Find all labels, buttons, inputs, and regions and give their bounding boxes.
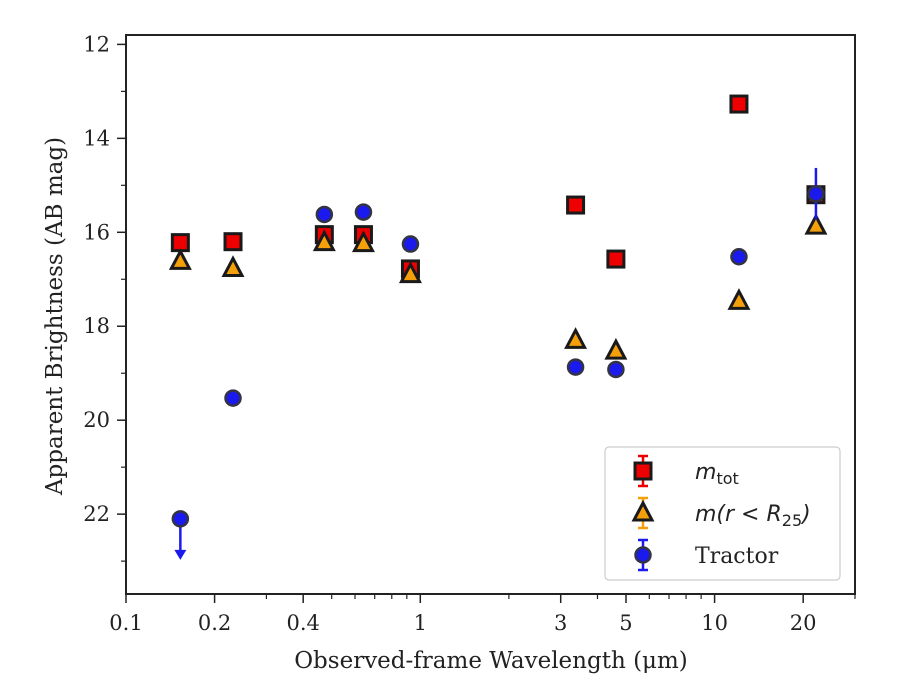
legend: mtot m(r < R25) Tractor: [604, 446, 841, 581]
y-tick-label: 20: [83, 408, 110, 432]
y-tick-label: 14: [83, 126, 110, 150]
plot-frame: [125, 34, 856, 595]
data-point-triangle: [604, 337, 628, 360]
data-point-square: [566, 195, 586, 215]
y-axis-title: Apparent Brightness (AB mag): [42, 137, 68, 496]
data-point-square: [223, 232, 243, 252]
x-tick-label: 0.1: [109, 611, 142, 635]
data-point-triangle: [221, 255, 245, 277]
data-point-triangle: [351, 230, 375, 253]
data-point-triangle: [564, 327, 588, 349]
y-tick-label: 16: [83, 220, 110, 244]
series-square: [170, 94, 826, 279]
series-circle: [171, 167, 825, 560]
data-point-circle: [315, 205, 334, 224]
data-point-circle: [607, 360, 625, 379]
data-point-triangle: [727, 288, 751, 310]
data-point-square: [606, 249, 626, 269]
data-point-circle: [566, 358, 585, 376]
y-axis-ticks: 12 14 16 18 20 22: [83, 32, 126, 562]
x-axis-title: Observed-frame Wavelength (μm): [294, 648, 688, 674]
data-point-circle: [171, 510, 190, 528]
legend-label: Tractor: [695, 544, 779, 569]
x-axis-ticks: 0.1 0.2 0.4 1 3 5 10 20: [109, 594, 856, 635]
x-tick-label: 10: [701, 611, 728, 635]
data-point-triangle: [312, 229, 336, 252]
data-point-triangle: [168, 248, 192, 270]
data-point-circle: [730, 247, 748, 266]
y-tick-label: 12: [83, 32, 110, 56]
series-triangle: [168, 212, 828, 360]
legend-box: [604, 446, 841, 581]
x-tick-label: 0.2: [198, 611, 231, 635]
data-points: [168, 94, 828, 560]
x-tick-label: 20: [790, 611, 817, 635]
x-tick-label: 0.4: [286, 611, 319, 635]
x-tick-label: 5: [619, 611, 632, 635]
y-tick-label: 18: [83, 314, 110, 338]
data-point-triangle: [398, 261, 422, 284]
legend-marker-square: [633, 461, 653, 481]
axes-group: [125, 34, 856, 595]
data-point-circle: [354, 203, 373, 221]
data-point-circle: [224, 389, 242, 407]
upper-limit-arrowhead: [174, 549, 187, 560]
legend-marker-triangle: [631, 499, 655, 522]
x-tick-label: 1: [414, 611, 427, 635]
data-point-triangle: [804, 212, 828, 235]
y-tick-label: 22: [83, 502, 110, 526]
legend-label: m(r < R25): [695, 502, 811, 530]
legend-label: mtot: [695, 460, 739, 488]
data-point-circle: [807, 185, 825, 203]
x-tick-label: 3: [554, 611, 567, 635]
data-point-square: [729, 94, 749, 114]
data-point-circle: [401, 235, 420, 253]
legend-marker-circle: [634, 546, 652, 564]
